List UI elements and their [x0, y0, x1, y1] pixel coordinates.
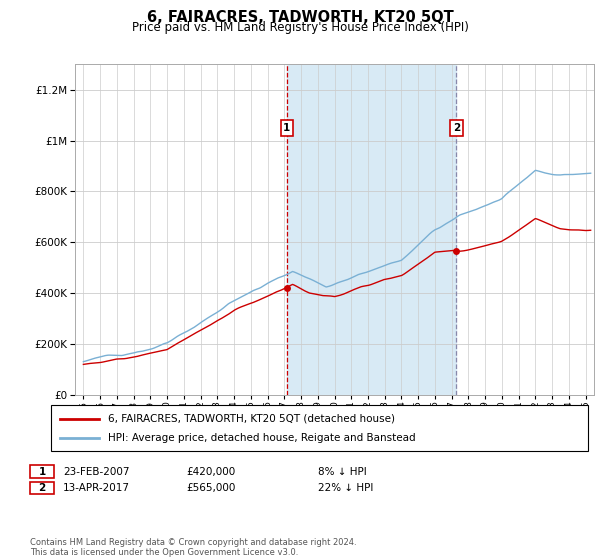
Text: Contains HM Land Registry data © Crown copyright and database right 2024.
This d: Contains HM Land Registry data © Crown c… [30, 538, 356, 557]
Text: HPI: Average price, detached house, Reigate and Banstead: HPI: Average price, detached house, Reig… [108, 433, 416, 443]
Text: £420,000: £420,000 [186, 466, 235, 477]
Text: 13-APR-2017: 13-APR-2017 [63, 483, 130, 493]
Text: 1: 1 [38, 466, 46, 477]
Text: 2: 2 [453, 123, 460, 133]
Text: 6, FAIRACRES, TADWORTH, KT20 5QT (detached house): 6, FAIRACRES, TADWORTH, KT20 5QT (detach… [108, 414, 395, 424]
Text: 1: 1 [283, 123, 290, 133]
Text: 8% ↓ HPI: 8% ↓ HPI [318, 466, 367, 477]
Text: £565,000: £565,000 [186, 483, 235, 493]
Bar [287, 64, 457, 395]
Text: 22% ↓ HPI: 22% ↓ HPI [318, 483, 373, 493]
Text: 6, FAIRACRES, TADWORTH, KT20 5QT: 6, FAIRACRES, TADWORTH, KT20 5QT [146, 10, 454, 25]
Text: 23-FEB-2007: 23-FEB-2007 [63, 466, 130, 477]
Text: Price paid vs. HM Land Registry's House Price Index (HPI): Price paid vs. HM Land Registry's House … [131, 21, 469, 34]
Text: 2: 2 [38, 483, 46, 493]
